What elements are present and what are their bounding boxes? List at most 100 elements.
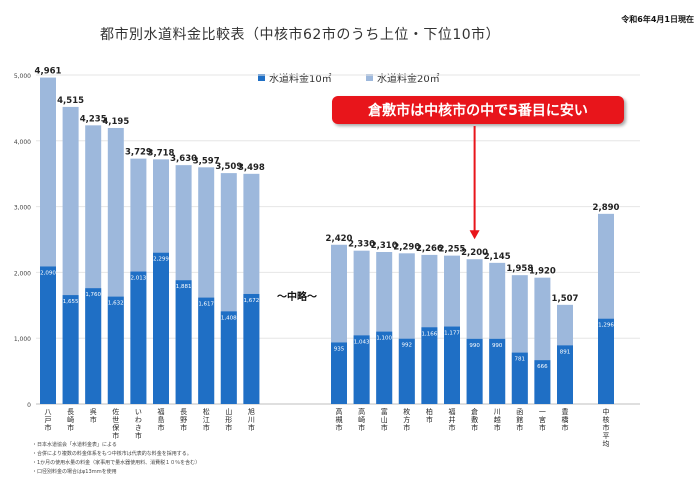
y-tick-label: 4,000 [14, 139, 31, 146]
value-label-10: 1,177 [444, 331, 460, 337]
y-tick-label: 0 [27, 402, 31, 409]
value-label-10: 935 [334, 346, 345, 352]
category-label: 高槻市 [336, 407, 343, 432]
bar-10 [511, 352, 528, 404]
value-label-10: 1,043 [354, 339, 370, 345]
legend-swatch-20 [366, 74, 373, 81]
value-label-20: 1,958 [506, 264, 533, 274]
y-tick-label: 3,000 [14, 205, 31, 212]
date-label: 令和6年4月1日現在 [621, 15, 694, 24]
category-label: 函館市 [516, 407, 523, 432]
value-label-20: 2,310 [371, 241, 398, 251]
bar-10 [175, 280, 192, 404]
category-label: 枚方市 [403, 407, 410, 432]
bar-10 [557, 345, 573, 404]
value-label-10: 1,100 [376, 336, 392, 342]
category-label: 長崎市 [67, 408, 74, 432]
category-label: 呉市 [90, 408, 97, 424]
chart-title: 都市別水道料金比較表（中核市62市のうち上位・下位10市） [100, 27, 501, 43]
value-label-10: 1,296 [598, 323, 614, 329]
category-label: 高崎市 [358, 407, 365, 432]
category-label: 豊橋市 [562, 407, 569, 432]
category-label: 川越市 [494, 408, 501, 432]
bar-10 [534, 360, 551, 404]
value-label-10: 1,408 [221, 315, 237, 321]
bar-10 [107, 296, 124, 404]
bar-10 [353, 335, 370, 404]
legend-swatch-10 [258, 74, 265, 81]
value-label-10: 2,013 [131, 276, 147, 282]
bar-10 [376, 331, 393, 404]
bar-10 [198, 297, 215, 404]
bar-10 [243, 293, 260, 404]
y-tick-label: 2,000 [14, 270, 31, 277]
value-label-20: 3,718 [148, 148, 175, 158]
value-label-10: 1,632 [108, 301, 124, 307]
value-label-20: 2,266 [416, 244, 443, 254]
bar-10 [466, 338, 483, 404]
legend-label-10: 水道料金10㎥ [269, 74, 332, 85]
callout-arrow-head [469, 230, 480, 240]
footnote: ・日本水道協会「水道料金表」による [32, 442, 117, 448]
footnotes: ・日本水道協会「水道料金表」による ・合併により複数の料金体系をもつ中核市は代表… [32, 441, 200, 477]
footnote: ・1か月の使用水量の料金（家事用で量水器使用料、消費税１０％を含む） [32, 460, 201, 466]
value-label-20: 1,920 [529, 267, 556, 277]
value-label-20: 2,290 [393, 242, 420, 252]
legend-item-10: 水道料金10㎥ [258, 70, 332, 85]
bar-10 [444, 326, 460, 404]
value-label-10: 1,881 [176, 284, 192, 290]
value-label-10: 891 [560, 349, 571, 355]
legend-label-20: 水道料金20㎥ [377, 74, 440, 85]
bar-10 [130, 271, 147, 404]
value-label-20: 4,195 [102, 117, 129, 127]
bar-10 [331, 342, 347, 404]
bar-10 [220, 311, 237, 404]
footnote: ・合併により複数の料金体系をもつ中核市は代表的な料金を採用する。 [32, 451, 192, 457]
bar-10 [398, 338, 415, 404]
value-label-20: 3,498 [238, 163, 265, 173]
value-label-10: 781 [515, 357, 526, 363]
value-label-20: 2,890 [593, 203, 620, 213]
value-label-20: 2,200 [461, 248, 488, 258]
legend-item-20: 水道料金20㎥ [366, 70, 440, 85]
value-label-20: 2,145 [484, 252, 511, 262]
value-label-10: 2,299 [153, 257, 169, 263]
value-label-20: 1,507 [552, 294, 579, 304]
value-label-10: 1,760 [85, 292, 101, 298]
category-label: 福井市 [449, 407, 456, 432]
category-label: 柏市 [426, 407, 433, 424]
value-label-10: 992 [402, 343, 413, 349]
category-label: 一宮市 [539, 408, 546, 432]
category-label: 松江市 [203, 407, 210, 432]
value-label-10: 990 [469, 343, 480, 349]
value-label-20: 4,961 [35, 67, 62, 77]
category-label: 倉敷市 [471, 407, 478, 432]
bar-10 [598, 318, 614, 404]
y-tick-label: 1,000 [14, 336, 31, 343]
category-label: 長野市 [180, 408, 187, 432]
value-label-10: 1,166 [422, 331, 438, 337]
category-label: 旭川市 [248, 407, 255, 432]
footnote: ・口径別料金の場合はφ13ｍｍを使用 [32, 469, 117, 475]
value-label-20: 4,235 [80, 114, 107, 124]
value-label-20: 2,255 [439, 245, 466, 255]
value-label-20: 3,509 [215, 162, 242, 172]
omission-label: ～中略～ [277, 292, 317, 303]
category-label: 福島市 [158, 407, 165, 432]
category-label: 八戸市 [45, 408, 52, 432]
category-label: 山形市 [225, 407, 232, 432]
value-label-20: 2,420 [326, 234, 353, 244]
bar-10 [62, 295, 79, 404]
value-label-10: 1,617 [198, 302, 214, 308]
value-label-20: 4,515 [57, 96, 84, 106]
value-label-10: 1,672 [244, 298, 260, 304]
bar-10 [421, 327, 438, 404]
value-label-10: 2,090 [40, 270, 56, 276]
category-label: いわき市 [135, 408, 142, 440]
value-label-20: 3,729 [125, 148, 152, 158]
bar-10 [153, 252, 169, 404]
category-label: 佐世保市 [112, 407, 119, 440]
bar-10 [40, 266, 56, 404]
